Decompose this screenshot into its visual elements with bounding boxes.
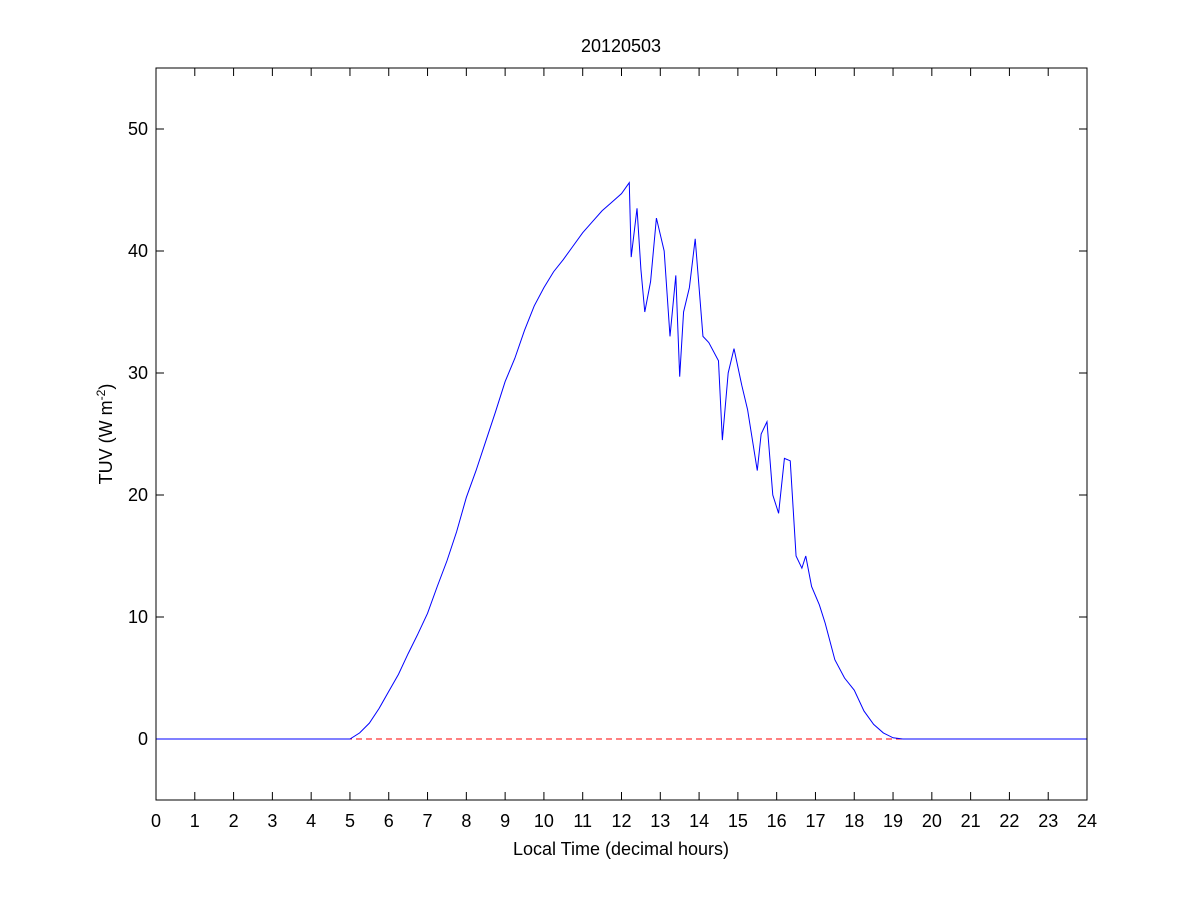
data-line — [156, 181, 1087, 740]
y-label-sup: -2 — [94, 389, 108, 400]
x-tick-label: 14 — [689, 811, 709, 831]
x-tick-label: 1 — [190, 811, 200, 831]
x-tick-label: 7 — [423, 811, 433, 831]
x-axis-label: Local Time (decimal hours) — [513, 839, 729, 859]
x-tick-label: 11 — [573, 811, 592, 831]
y-tick-label: 30 — [128, 363, 148, 383]
y-tick-label: 0 — [138, 729, 148, 749]
x-tick-label: 24 — [1077, 811, 1097, 831]
x-tick-label: 19 — [883, 811, 903, 831]
x-tick-label: 20 — [922, 811, 942, 831]
x-tick-label: 21 — [961, 811, 981, 831]
x-tick-label: 8 — [461, 811, 471, 831]
x-tick-label: 5 — [345, 811, 355, 831]
x-tick-label: 2 — [229, 811, 239, 831]
x-tick-label: 22 — [999, 811, 1019, 831]
x-tick-label: 15 — [728, 811, 748, 831]
x-tick-label: 4 — [306, 811, 316, 831]
chart-title: 20120503 — [581, 36, 661, 56]
x-tick-label: 17 — [805, 811, 825, 831]
y-label-text: TUV (W m — [96, 400, 116, 484]
x-tick-label: 16 — [767, 811, 787, 831]
x-tick-label: 10 — [534, 811, 554, 831]
plot-frame — [155, 67, 1088, 801]
y-axis-label: TUV (W m-2) — [94, 384, 116, 485]
x-tick-label: 0 — [151, 811, 161, 831]
x-tick-label: 13 — [650, 811, 670, 831]
y-tick-label: 20 — [128, 485, 148, 505]
x-tick-label: 23 — [1038, 811, 1058, 831]
y-tick-label: 50 — [128, 119, 148, 139]
y-tick-label: 40 — [128, 241, 148, 261]
x-tick-label: 6 — [384, 811, 394, 831]
x-tick-label: 12 — [611, 811, 631, 831]
x-tick-label: 18 — [844, 811, 864, 831]
y-tick-label: 10 — [128, 607, 148, 627]
x-tick-label: 9 — [500, 811, 510, 831]
x-tick-label: 3 — [267, 811, 277, 831]
y-label-suffix: ) — [96, 384, 116, 390]
